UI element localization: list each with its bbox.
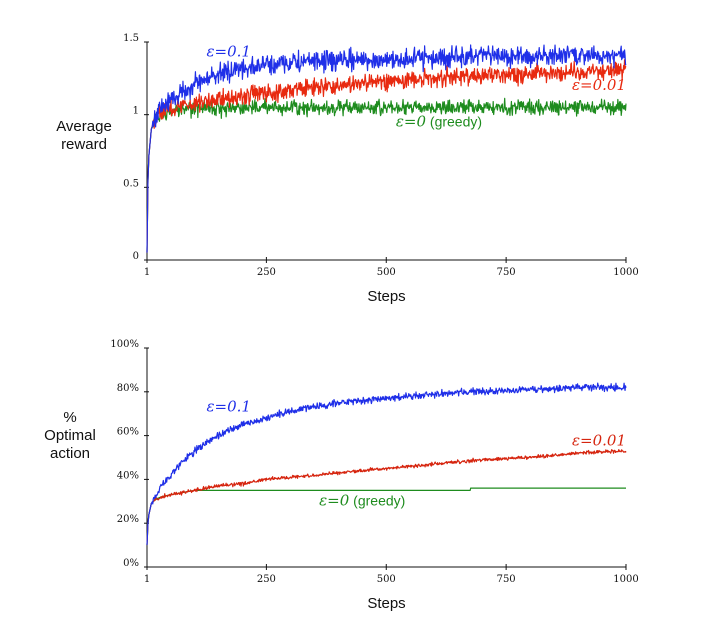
series-label: ε=0.01	[572, 431, 626, 449]
x-tick-label: 500	[377, 574, 396, 585]
series-line	[146, 44, 627, 253]
series-line	[146, 487, 627, 546]
y-tick-label: 80%	[117, 383, 139, 394]
x-tick-label: 1	[144, 574, 150, 585]
x-axis-title: Steps	[367, 288, 405, 305]
series-label-name: ε=0.01	[572, 76, 626, 94]
series-label-name: ε=0.01	[572, 431, 626, 449]
y-tick-label: 60%	[117, 427, 139, 438]
optimal-action-chart: 0% 20% 40% 60% 80% 100% 1 250 500 750 1000 Steps%Op…	[44, 339, 639, 612]
x-tick-label: 1000	[613, 574, 638, 585]
x-tick-label: 1000	[613, 267, 638, 278]
series-label-name: ε=0	[319, 492, 350, 510]
series-label-name: ε=0.1	[206, 398, 250, 416]
series-line	[146, 59, 627, 253]
y-axis-title-line: action	[50, 445, 90, 462]
x-tick-label: 750	[497, 574, 516, 585]
series-label: ε=0.1	[206, 398, 250, 416]
series-label-suffix: (greedy)	[349, 493, 405, 509]
y-tick-label: 1	[133, 106, 139, 117]
x-tick-label: 500	[377, 267, 396, 278]
y-tick-label: 0	[133, 251, 139, 262]
x-axis-title: Steps	[367, 595, 405, 612]
series-label: ε=0 (greedy)	[319, 492, 405, 510]
x-tick-label: 250	[257, 574, 276, 585]
y-tick-label: 100%	[110, 339, 139, 350]
series-line	[146, 382, 627, 546]
y-axis-title-line: Average	[56, 118, 112, 135]
y-tick-label: 1.5	[123, 33, 139, 44]
average-reward-chart: 0 0.5 1 1.5 1 250 500 750 1000 Steps Averagereward…	[56, 33, 639, 305]
series-label: ε=0.01	[572, 76, 626, 94]
series-line	[146, 97, 627, 253]
x-tick-label: 250	[257, 267, 276, 278]
y-tick-label: 40%	[117, 470, 139, 481]
y-axis-title-line: Optimal	[44, 427, 96, 444]
series-line	[146, 449, 627, 546]
series-label-name: ε=0.1	[206, 43, 250, 61]
y-tick-label: 20%	[117, 514, 139, 525]
x-tick-label: 750	[497, 267, 516, 278]
series-label-suffix: (greedy)	[426, 113, 482, 129]
y-tick-label: 0%	[123, 558, 139, 569]
series-label: ε=0 (greedy)	[396, 112, 482, 130]
y-axis-title-line: reward	[61, 136, 107, 153]
y-tick-label: 0.5	[123, 178, 139, 189]
series-label-name: ε=0	[396, 112, 427, 130]
x-tick-label: 1	[144, 267, 150, 278]
y-axis-title-line: %	[63, 409, 76, 426]
series-label: ε=0.1	[206, 43, 250, 61]
